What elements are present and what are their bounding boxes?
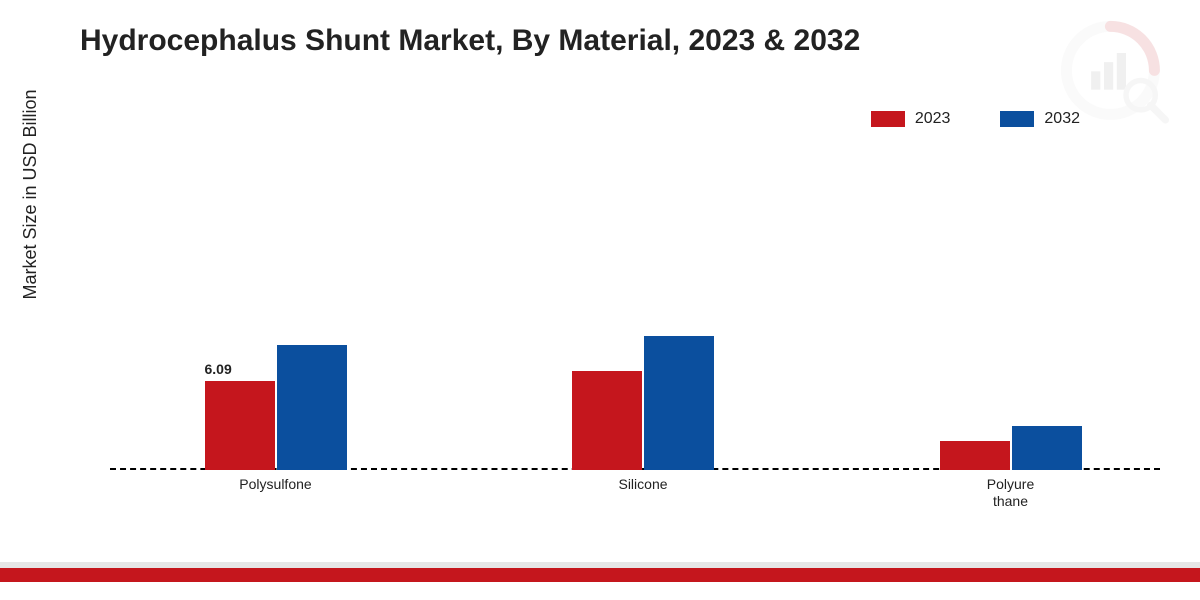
bar-group-silicone: Silicone bbox=[572, 336, 714, 470]
bar-group-polyurethane: Polyure thane bbox=[940, 426, 1082, 470]
chart-title: Hydrocephalus Shunt Market, By Material,… bbox=[80, 24, 860, 58]
x-label-line1: Polyure bbox=[987, 476, 1034, 492]
logo-bar-1 bbox=[1091, 71, 1100, 89]
legend-item-2032: 2032 bbox=[1000, 110, 1080, 128]
footer-white bbox=[0, 582, 1200, 600]
bar-2032-polysulfone bbox=[277, 345, 347, 470]
bar-2032-silicone bbox=[644, 336, 714, 470]
legend: 2023 2032 bbox=[871, 110, 1080, 128]
bar-2023-polyurethane bbox=[940, 441, 1010, 470]
x-label-silicone: Silicone bbox=[572, 470, 714, 493]
legend-label-2023: 2023 bbox=[915, 110, 951, 128]
plot-area: 6.09 Polysulfone Silicone Polyure thane bbox=[110, 150, 1160, 470]
logo-bar-3 bbox=[1117, 53, 1126, 90]
x-label-polysulfone: Polysulfone bbox=[205, 470, 347, 493]
legend-swatch-2023 bbox=[871, 111, 905, 127]
x-label-line2: thane bbox=[940, 493, 1082, 510]
bar-group-polysulfone: 6.09 Polysulfone bbox=[205, 345, 347, 470]
legend-item-2023: 2023 bbox=[871, 110, 951, 128]
x-label-polyurethane: Polyure thane bbox=[940, 470, 1082, 510]
legend-swatch-2032 bbox=[1000, 111, 1034, 127]
bar-value-label: 6.09 bbox=[205, 361, 232, 377]
chart-canvas: Hydrocephalus Shunt Market, By Material,… bbox=[0, 0, 1200, 600]
logo-bar-2 bbox=[1104, 62, 1113, 89]
x-label-line1: Polysulfone bbox=[239, 476, 311, 492]
legend-label-2032: 2032 bbox=[1044, 110, 1080, 128]
bar-2023-polysulfone bbox=[205, 381, 275, 470]
footer-stripe bbox=[0, 568, 1200, 582]
bar-2032-polyurethane bbox=[1012, 426, 1082, 470]
y-axis-label: Market Size in USD Billion bbox=[20, 89, 41, 299]
bar-2023-silicone bbox=[572, 371, 642, 470]
x-label-line1: Silicone bbox=[618, 476, 667, 492]
logo-magnifier-handle bbox=[1151, 105, 1166, 120]
